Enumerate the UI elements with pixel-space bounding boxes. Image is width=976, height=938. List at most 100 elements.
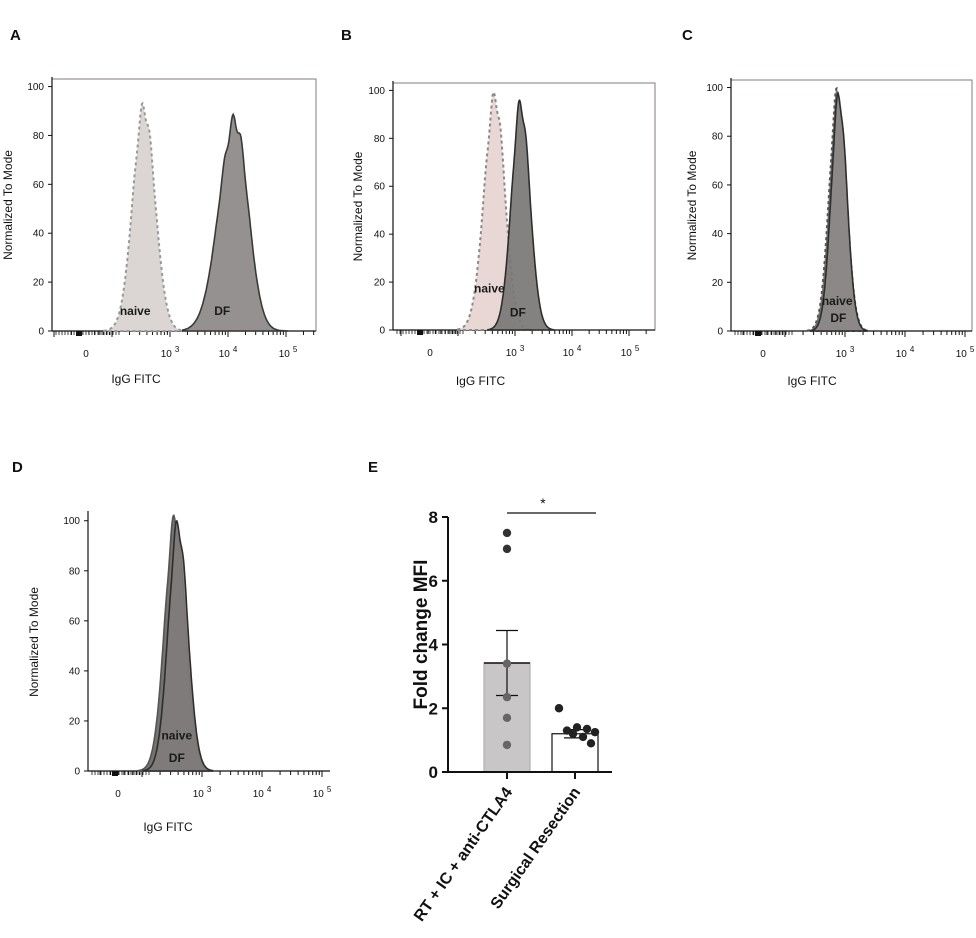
population-label-df: DF: [510, 305, 526, 319]
panel-label-c: C: [682, 27, 693, 44]
data-point: [578, 732, 588, 742]
x-tick-exponent: 3: [850, 345, 855, 354]
y-tick-label: 2: [429, 699, 438, 718]
x-tick-label: 10 3: [193, 785, 212, 800]
y-tick-label: 60: [33, 180, 45, 191]
x-tick-label: 10 3: [161, 345, 180, 360]
panel-label-e: E: [368, 459, 378, 476]
y-axis-label: Normalized To Mode: [1, 150, 15, 260]
y-tick-label: 6: [429, 572, 438, 591]
histogram-naive: [103, 101, 185, 332]
panel-label-a: A: [10, 27, 21, 44]
x-tick-label: 10 5: [621, 344, 640, 359]
x-tick-base: 10: [279, 349, 291, 360]
y-tick-label: 0: [38, 327, 44, 338]
x-tick-base: 10: [621, 348, 633, 359]
y-tick-label: 80: [712, 132, 724, 143]
data-point: [554, 704, 564, 713]
population-label-naive: naive: [120, 304, 151, 318]
x-tick-exponent: 3: [207, 785, 212, 794]
x-tick-label: 10 4: [896, 345, 915, 360]
x-tick-base: 10: [253, 789, 265, 800]
y-axis-label: Normalized To Mode: [685, 150, 699, 260]
y-tick-label: 100: [368, 86, 385, 97]
y-tick-label: 100: [27, 82, 44, 93]
y-axis-label: Fold change MFI: [411, 560, 432, 710]
histogram-df: [810, 92, 868, 332]
x-tick-label: 10 3: [506, 344, 525, 359]
data-point: [502, 544, 512, 554]
x-axis-label: IgG FITC: [111, 372, 161, 386]
histogram-df: [182, 112, 288, 332]
y-tick-label: 80: [374, 134, 386, 145]
data-point: [502, 713, 512, 723]
x-tick-exponent: 5: [635, 344, 640, 353]
population-label-df: DF: [830, 311, 846, 325]
data-point: [502, 692, 512, 702]
x-tick-exponent: 4: [910, 345, 915, 354]
data-point: [572, 723, 582, 732]
y-tick-label: 60: [712, 180, 724, 191]
x-tick-base: 10: [506, 348, 518, 359]
x-tick-base: 10: [313, 789, 325, 800]
histogram-df: [487, 99, 555, 331]
y-tick-label: 60: [374, 182, 386, 193]
data-point: [590, 727, 600, 737]
x-tick-base: 0: [760, 349, 766, 360]
x-tick-exponent: 5: [293, 345, 298, 354]
x-tick-label: 0: [115, 789, 121, 800]
x-axis-label: IgG FITC: [787, 374, 837, 388]
x-tick-base: 10: [836, 349, 848, 360]
x-tick-label: 0: [427, 348, 433, 359]
x-tick-exponent: 5: [327, 785, 332, 794]
histogram-df: [142, 519, 214, 772]
x-tick-base: 10: [219, 349, 231, 360]
histogram-naive: [457, 90, 533, 331]
y-tick-label: 80: [33, 131, 45, 142]
data-point: [502, 659, 512, 668]
x-tick-base: 10: [161, 349, 173, 360]
panel-label-b: B: [341, 27, 352, 44]
x-tick-label: 10 3: [836, 345, 855, 360]
x-zero-marker: [417, 330, 423, 335]
y-tick-label: 8: [429, 508, 438, 527]
y-tick-label: 4: [429, 636, 439, 655]
data-point: [502, 528, 512, 538]
y-axis-label: Normalized To Mode: [351, 151, 365, 261]
y-tick-label: 0: [379, 326, 385, 337]
x-tick-exponent: 5: [970, 345, 975, 354]
y-tick-label: 60: [69, 616, 81, 627]
population-label-df: DF: [214, 304, 230, 318]
x-tick-label: 10 5: [313, 785, 332, 800]
y-tick-label: 20: [69, 716, 81, 727]
panel-label-d: D: [12, 459, 23, 476]
y-tick-label: 40: [712, 229, 724, 240]
x-tick-exponent: 4: [267, 785, 272, 794]
x-tick-exponent: 4: [233, 345, 238, 354]
data-point: [586, 739, 596, 748]
y-tick-label: 40: [374, 230, 386, 241]
population-label-naive: naive: [474, 281, 505, 295]
population-label-naive: naive: [161, 728, 192, 742]
x-tick-label: 10 4: [563, 344, 582, 359]
x-tick-label: 0: [760, 349, 766, 360]
x-axis-label: IgG FITC: [456, 374, 506, 388]
x-tick-base: 10: [956, 349, 968, 360]
y-tick-label: 100: [706, 83, 723, 94]
x-tick-label: 10 5: [279, 345, 298, 360]
y-tick-label: 20: [374, 278, 386, 289]
x-zero-marker: [76, 331, 82, 336]
significance-star: *: [540, 495, 546, 511]
plot-frame: [51, 78, 317, 332]
y-tick-label: 0: [717, 327, 723, 338]
data-point: [582, 724, 592, 734]
y-tick-label: 100: [63, 516, 80, 527]
y-tick-label: 0: [74, 767, 80, 778]
x-tick-base: 10: [896, 349, 908, 360]
x-tick-label: 10 4: [253, 785, 272, 800]
